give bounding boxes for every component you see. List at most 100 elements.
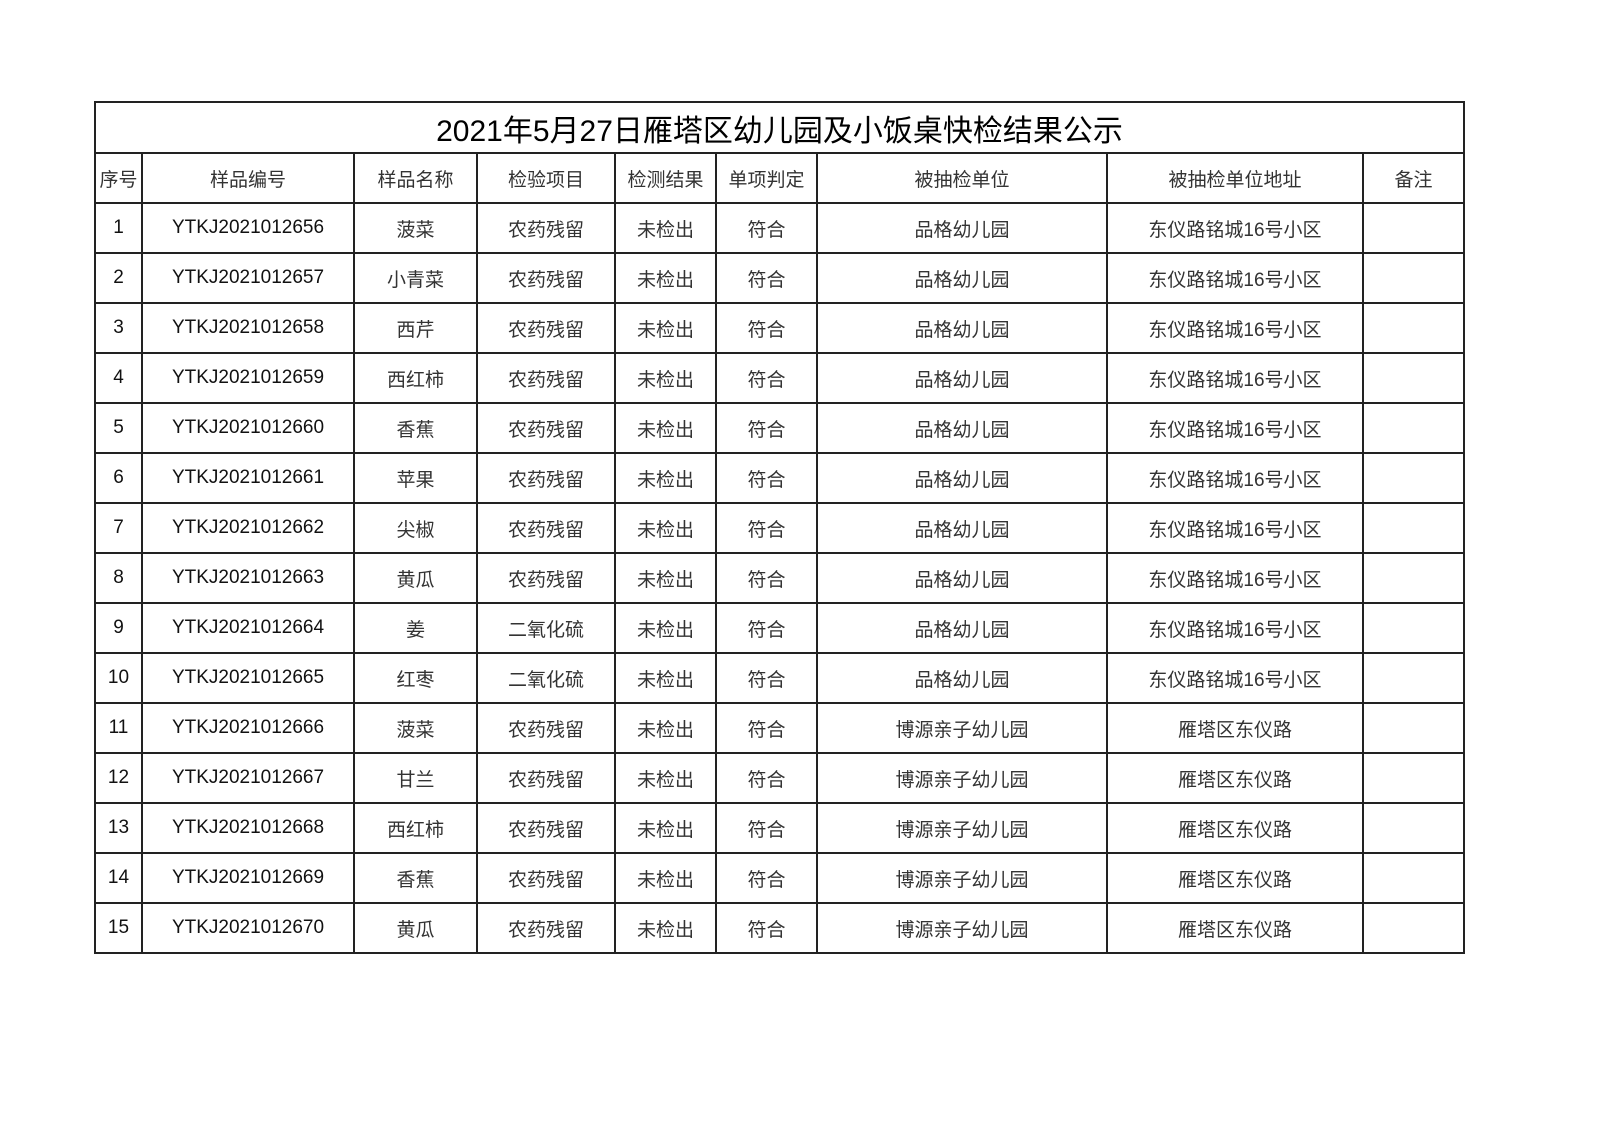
cell-sample-name: 菠菜 [353,202,478,254]
cell-seq: 6 [94,452,143,504]
results-table: 2021年5月27日雁塔区幼儿园及小饭桌快检结果公示 序号 样品编号 样品名称 检验项… [93,101,1466,954]
cell-judgement: 符合 [715,452,818,504]
cell-test-result: 未检出 [614,702,717,754]
cell-test-result: 未检出 [614,552,717,604]
cell-remarks [1361,652,1466,704]
table-row: 7 YTKJ2021012662 尖椒 农药残留 未检出 符合 品格幼儿园 东仪路铭城16号小… [94,502,1466,554]
header-test-item: 检验项目 [476,152,616,204]
cell-sample-name: 黄瓜 [353,902,478,954]
cell-unit-address: 东仪路铭城16号小区 [1106,252,1364,304]
header-sample-name: 样品名称 [353,152,478,204]
cell-sample-id: YTKJ2021012656 [141,202,355,254]
cell-seq: 3 [94,302,143,354]
cell-unit-address: 东仪路铭城16号小区 [1106,402,1364,454]
cell-judgement: 符合 [715,702,818,754]
cell-remarks [1361,852,1466,904]
cell-seq: 10 [94,652,143,704]
cell-judgement: 符合 [715,902,818,954]
cell-remarks [1361,902,1466,954]
cell-test-item: 二氧化硫 [476,602,616,654]
cell-judgement: 符合 [715,752,818,804]
cell-test-item: 农药残留 [476,752,616,804]
cell-remarks [1361,452,1466,504]
table-row: 12 YTKJ2021012667 甘兰 农药残留 未检出 符合 博源亲子幼儿园 雁塔区东仪路 [94,752,1466,804]
cell-seq: 13 [94,802,143,854]
cell-remarks [1361,802,1466,854]
cell-inspected-unit: 博源亲子幼儿园 [816,902,1108,954]
cell-inspected-unit: 品格幼儿园 [816,502,1108,554]
cell-sample-name: 黄瓜 [353,552,478,604]
cell-unit-address: 东仪路铭城16号小区 [1106,552,1364,604]
cell-unit-address: 雁塔区东仪路 [1106,752,1364,804]
cell-inspected-unit: 品格幼儿园 [816,202,1108,254]
page-title: 2021年5月27日雁塔区幼儿园及小饭桌快检结果公示 [93,101,1466,154]
cell-sample-name: 香蕉 [353,852,478,904]
cell-seq: 1 [94,202,143,254]
cell-sample-id: YTKJ2021012664 [141,602,355,654]
cell-seq: 11 [94,702,143,754]
cell-inspected-unit: 品格幼儿园 [816,302,1108,354]
cell-seq: 12 [94,752,143,804]
cell-remarks [1361,202,1466,254]
cell-sample-id: YTKJ2021012660 [141,402,355,454]
cell-judgement: 符合 [715,852,818,904]
cell-sample-id: YTKJ2021012670 [141,902,355,954]
cell-inspected-unit: 品格幼儿园 [816,652,1108,704]
cell-seq: 4 [94,352,143,404]
cell-test-result: 未检出 [614,502,717,554]
cell-inspected-unit: 博源亲子幼儿园 [816,702,1108,754]
cell-test-item: 农药残留 [476,452,616,504]
header-row: 序号 样品编号 样品名称 检验项目 检测结果 单项判定 被抽检单位 被抽检单位地址 备注 [94,152,1466,204]
cell-seq: 15 [94,902,143,954]
cell-judgement: 符合 [715,252,818,304]
cell-test-result: 未检出 [614,302,717,354]
cell-sample-id: YTKJ2021012661 [141,452,355,504]
table-row: 15 YTKJ2021012670 黄瓜 农药残留 未检出 符合 博源亲子幼儿园 雁塔区东仪路 [94,902,1466,954]
cell-judgement: 符合 [715,202,818,254]
cell-test-result: 未检出 [614,352,717,404]
table-row: 10 YTKJ2021012665 红枣 二氧化硫 未检出 符合 品格幼儿园 东仪路铭城16号… [94,652,1466,704]
cell-test-item: 农药残留 [476,802,616,854]
cell-judgement: 符合 [715,652,818,704]
cell-unit-address: 雁塔区东仪路 [1106,902,1364,954]
cell-unit-address: 东仪路铭城16号小区 [1106,652,1364,704]
cell-sample-id: YTKJ2021012668 [141,802,355,854]
cell-unit-address: 雁塔区东仪路 [1106,702,1364,754]
header-judgement: 单项判定 [715,152,818,204]
cell-remarks [1361,402,1466,454]
cell-sample-id: YTKJ2021012657 [141,252,355,304]
cell-unit-address: 东仪路铭城16号小区 [1106,302,1364,354]
cell-seq: 7 [94,502,143,554]
table-row: 11 YTKJ2021012666 菠菜 农药残留 未检出 符合 博源亲子幼儿园 雁塔区东仪路 [94,702,1466,754]
table-row: 14 YTKJ2021012669 香蕉 农药残留 未检出 符合 博源亲子幼儿园 雁塔区东仪路 [94,852,1466,904]
cell-test-result: 未检出 [614,402,717,454]
cell-sample-name: 甘兰 [353,752,478,804]
cell-test-result: 未检出 [614,602,717,654]
cell-sample-name: 菠菜 [353,702,478,754]
cell-sample-id: YTKJ2021012658 [141,302,355,354]
table-row: 4 YTKJ2021012659 西红柿 农药残留 未检出 符合 品格幼儿园 东仪路铭城16号… [94,352,1466,404]
cell-test-result: 未检出 [614,902,717,954]
cell-seq: 14 [94,852,143,904]
cell-sample-id: YTKJ2021012667 [141,752,355,804]
cell-test-result: 未检出 [614,452,717,504]
cell-seq: 5 [94,402,143,454]
cell-test-result: 未检出 [614,652,717,704]
table-row: 3 YTKJ2021012658 西芹 农药残留 未检出 符合 品格幼儿园 东仪路铭城16号小… [94,302,1466,354]
cell-unit-address: 东仪路铭城16号小区 [1106,602,1364,654]
cell-unit-address: 雁塔区东仪路 [1106,852,1364,904]
table-row: 1 YTKJ2021012656 菠菜 农药残留 未检出 符合 品格幼儿园 东仪路铭城16号小… [94,202,1466,254]
cell-unit-address: 东仪路铭城16号小区 [1106,202,1364,254]
cell-inspected-unit: 品格幼儿园 [816,402,1108,454]
cell-unit-address: 东仪路铭城16号小区 [1106,452,1364,504]
cell-judgement: 符合 [715,352,818,404]
cell-test-result: 未检出 [614,202,717,254]
cell-remarks [1361,702,1466,754]
cell-judgement: 符合 [715,302,818,354]
cell-seq: 8 [94,552,143,604]
cell-inspected-unit: 博源亲子幼儿园 [816,802,1108,854]
header-remarks: 备注 [1361,152,1466,204]
cell-test-item: 农药残留 [476,352,616,404]
cell-inspected-unit: 博源亲子幼儿园 [816,752,1108,804]
cell-test-item: 农药残留 [476,852,616,904]
